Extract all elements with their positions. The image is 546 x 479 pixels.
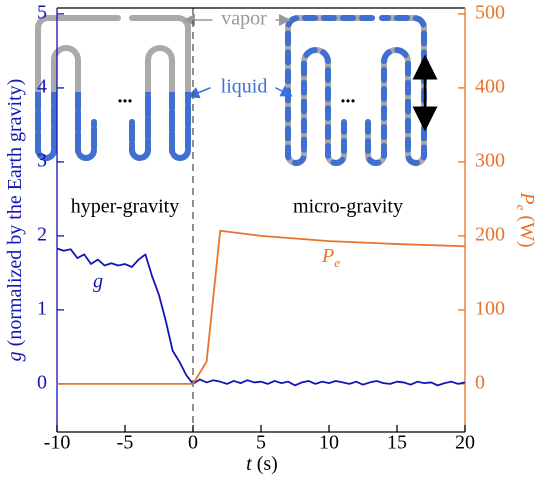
y-tick-label: 4 [37,76,47,98]
dots: ... [341,86,356,108]
y-tick-label: 2 [37,224,47,246]
series-line [56,247,466,387]
x-tick-label: -10 [44,432,71,454]
y-tick-label: 5 [37,2,47,24]
y2-label-unit: (W) [516,215,538,247]
diagrams [35,14,438,166]
hyper-tube [35,15,191,161]
y2-label-var: P [516,191,538,204]
x-label-var: t [246,453,252,475]
series-label: Pe [321,245,340,270]
y-tick-label: 1 [37,297,47,319]
y2-tick-label: 0 [475,371,485,393]
y2-tick-label: 400 [475,76,505,98]
y-label-var: g [4,351,26,361]
y-label: g (normalized by the Earth gravity) [4,79,26,362]
series-label-sub: e [334,255,340,270]
y2-label: Pe (W) [514,191,538,247]
y2-tick-label: 100 [475,297,505,319]
micro-tube [285,15,427,166]
y2-tick-label: 500 [475,2,505,24]
x-tick-label: 10 [319,432,339,454]
vapor-label: vapor [221,8,267,30]
x-tick-label: 20 [455,432,475,454]
x-tick-label: -5 [117,432,134,454]
x-tick-label: 15 [387,432,407,454]
y-label-unit: (normalized by the Earth gravity) [4,79,26,347]
series-label: g [93,271,103,293]
y2-tick-label: 300 [475,150,505,172]
x-tick-label: 0 [188,432,198,454]
dots: ... [118,86,133,108]
micro-gravity-label: micro-gravity [293,196,403,218]
y-tick-label: 0 [37,371,47,393]
y2-tick-label: 200 [475,224,505,246]
hyper-gravity-label: hyper-gravity [71,196,179,218]
liquid-label: liquid [221,76,268,98]
x-tick-label: 5 [256,432,266,454]
liquid-arrow [275,85,293,97]
x-label-unit: (s) [257,453,278,475]
series-line [57,229,466,385]
y-tick-label: 3 [37,150,47,172]
x-label: t (s) [246,453,278,475]
series-label-name: P [321,245,334,267]
y2-label-sub: e [514,205,529,211]
